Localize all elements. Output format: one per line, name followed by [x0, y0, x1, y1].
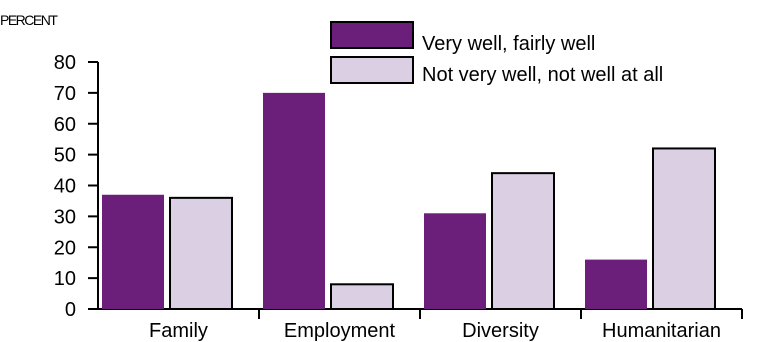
bar-family-very-well — [102, 195, 164, 309]
x-tick-label: Employment — [284, 320, 396, 342]
legend-swatch-very-well — [331, 22, 413, 48]
bar-humanitarian-not-well — [653, 148, 715, 309]
bar-employment-not-well — [331, 284, 393, 309]
x-axis-labels: Family Employment Diversity Humanitarian — [149, 320, 721, 342]
y-tick-label: 0 — [65, 299, 76, 321]
x-tick-label: Diversity — [462, 320, 539, 342]
x-tick-label: Humanitarian — [602, 320, 721, 342]
y-tick-label: 30 — [54, 206, 76, 228]
legend-label-very-well: Very well, fairly well — [422, 33, 595, 55]
y-tick-label: 40 — [54, 176, 76, 198]
y-tick-label: 10 — [54, 268, 76, 290]
legend-swatch-not-well — [331, 57, 413, 83]
bar-diversity-not-well — [492, 173, 554, 309]
bar-humanitarian-very-well — [585, 260, 647, 309]
bar-employment-very-well — [263, 93, 325, 309]
x-tick-label: Family — [149, 320, 208, 342]
legend-label-not-well: Not very well, not well at all — [422, 64, 663, 86]
y-tick-label: 80 — [54, 52, 76, 74]
y-tick-label: 20 — [54, 237, 76, 259]
legend: Very well, fairly well Not very well, no… — [331, 22, 663, 86]
bar-family-not-well — [170, 198, 232, 309]
y-tick-label: 60 — [54, 114, 76, 136]
bar-diversity-very-well — [424, 213, 486, 309]
y-tick-label: 70 — [54, 83, 76, 105]
y-tick-label: 50 — [54, 145, 76, 167]
y-axis-label: PERCENT — [0, 12, 58, 28]
bars — [102, 93, 715, 309]
